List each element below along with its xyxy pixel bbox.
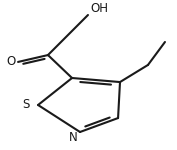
Text: O: O <box>6 56 15 68</box>
Text: OH: OH <box>91 3 109 15</box>
Text: N: N <box>69 131 78 144</box>
Text: S: S <box>22 99 30 111</box>
